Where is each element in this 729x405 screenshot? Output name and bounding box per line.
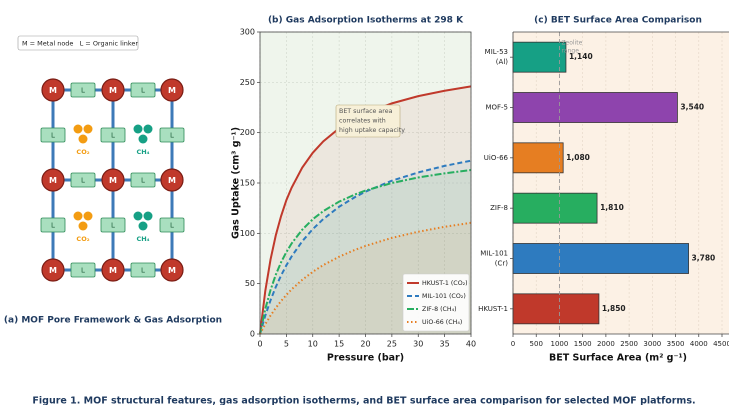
x-tick-label: 10: [308, 340, 318, 349]
gas-atom: [134, 212, 143, 221]
y-tick-label: 250: [240, 78, 255, 87]
x-tick-label: 30: [413, 340, 423, 349]
bar: [513, 294, 599, 324]
x-tick-label: 3000: [643, 340, 661, 348]
gas-atom: [79, 135, 88, 144]
x-tick-label: 1000: [551, 340, 569, 348]
y-tick-label: 50: [245, 279, 255, 288]
plot-area: [513, 32, 729, 334]
annotation: high uptake capacity: [339, 127, 405, 134]
gas-atom: [144, 212, 153, 221]
reference-label: Zeolite: [561, 40, 582, 47]
linker-label: L: [81, 267, 85, 275]
reference-label: range: [561, 48, 579, 55]
metal-label: M: [109, 176, 117, 185]
gas-label: CO₂: [76, 235, 89, 243]
chart-title: (c) BET Surface Area Comparison: [534, 16, 702, 26]
gas-label: CH₄: [136, 148, 149, 156]
x-tick-label: 40: [466, 340, 476, 349]
x-tick-label: 500: [530, 340, 543, 348]
x-tick-label: 15: [334, 340, 344, 349]
y-tick-label: 200: [240, 128, 255, 137]
legend-label: ZIF-8 (CH₄): [422, 306, 457, 313]
bar: [513, 93, 677, 123]
gas-atom: [84, 212, 93, 221]
x-axis-label: Pressure (bar): [327, 353, 404, 364]
caption: Figure 1. MOF structural features, gas a…: [32, 396, 695, 405]
linker-label: L: [170, 222, 174, 230]
bar: [513, 193, 597, 223]
value-label: 1,850: [602, 304, 626, 313]
linker-label: L: [81, 177, 85, 185]
y-tick-label: 300: [240, 28, 255, 37]
value-label: 1,080: [566, 153, 590, 162]
annotation: BET surface area: [339, 108, 393, 115]
bar: [513, 143, 563, 173]
gas-atom: [134, 125, 143, 134]
legend-text: M = Metal node L = Organic linker: [22, 40, 138, 48]
x-tick-label: 1500: [574, 340, 592, 348]
metal-label: M: [109, 86, 117, 95]
metal-label: M: [168, 266, 176, 275]
value-label: 1,810: [600, 203, 624, 212]
metal-label: M: [49, 176, 57, 185]
gas-atom: [79, 222, 88, 231]
x-tick-label: 2500: [620, 340, 638, 348]
value-label: 3,540: [680, 103, 704, 112]
linker-label: L: [51, 222, 55, 230]
linker-label: L: [81, 87, 85, 95]
x-tick-label: 25: [387, 340, 397, 349]
y-tick-label: 150: [240, 179, 255, 188]
linker-label: L: [170, 132, 174, 140]
metal-label: M: [168, 86, 176, 95]
bar: [513, 42, 566, 72]
value-label: 3,780: [692, 254, 716, 263]
y-tick-label: ZIF-8: [490, 204, 508, 212]
y-tick-label: MOF-5: [485, 104, 508, 112]
x-tick-label: 0: [257, 340, 262, 349]
legend-label: UiO-66 (CH₄): [422, 319, 462, 326]
metal-label: M: [168, 176, 176, 185]
y-tick-label: MIL-53(Al): [485, 48, 509, 66]
x-tick-label: 20: [360, 340, 370, 349]
linker-label: L: [141, 177, 145, 185]
legend-label: HKUST-1 (CO₂): [422, 280, 468, 287]
x-axis-label: BET Surface Area (m² g⁻¹): [549, 353, 687, 364]
chart-title: (b) Gas Adsorption Isotherms at 298 K: [268, 16, 464, 26]
linker-label: L: [111, 132, 115, 140]
annotation: correlates with: [339, 118, 386, 125]
gas-atom: [74, 125, 83, 134]
metal-label: M: [49, 86, 57, 95]
x-tick-label: 4000: [690, 340, 708, 348]
gas-label: CH₄: [136, 235, 149, 243]
y-tick-label: HKUST-1: [478, 305, 508, 313]
x-tick-label: 3500: [667, 340, 685, 348]
y-tick-label: 100: [240, 229, 255, 238]
linker-label: L: [141, 87, 145, 95]
metal-label: M: [49, 266, 57, 275]
bar: [513, 244, 689, 274]
linker-label: L: [51, 132, 55, 140]
metal-label: M: [109, 266, 117, 275]
y-tick-label: 0: [250, 330, 255, 339]
y-tick-label: UiO-66: [484, 154, 509, 162]
figure: Figure 1. MOF structural features, gas a…: [0, 0, 729, 405]
gas-label: CO₂: [76, 148, 89, 156]
x-tick-label: 35: [440, 340, 450, 349]
x-tick-label: 0: [511, 340, 515, 348]
y-axis-label: Gas Uptake (cm³ g⁻¹): [231, 127, 242, 239]
x-tick-label: 5: [284, 340, 289, 349]
gas-atom: [74, 212, 83, 221]
x-tick-label: 4500: [713, 340, 729, 348]
y-tick-label: MIL-101(Cr): [480, 250, 508, 268]
gas-atom: [139, 135, 148, 144]
gas-atom: [84, 125, 93, 134]
legend-label: MIL-101 (CO₂): [422, 293, 466, 300]
linker-label: L: [141, 267, 145, 275]
gas-atom: [139, 222, 148, 231]
gas-atom: [144, 125, 153, 134]
panel-title: (a) MOF Pore Framework & Gas Adsorption: [4, 316, 222, 326]
x-tick-label: 2000: [597, 340, 615, 348]
linker-label: L: [111, 222, 115, 230]
